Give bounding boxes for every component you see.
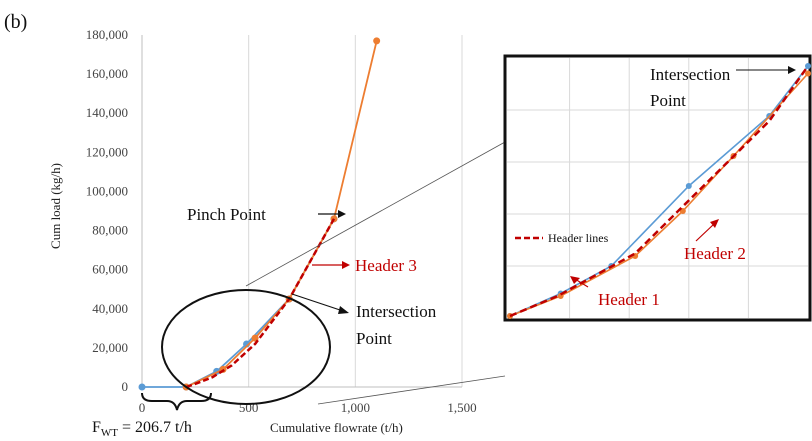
y-tick-label: 120,000: [86, 144, 128, 159]
inset-frame: [503, 54, 812, 322]
fwt-label-sub: WT: [101, 427, 118, 439]
y-tick-label: 20,000: [92, 340, 128, 355]
main-intersection-leader: [291, 293, 341, 311]
fwt-label-value: = 206.7 t/h: [118, 419, 192, 436]
orange-series-point: [373, 37, 381, 45]
fwt-label-main: F: [92, 419, 101, 436]
blue-series-point: [138, 383, 146, 391]
pinch-point-label: Pinch Point: [187, 205, 266, 224]
fwt-brace: [141, 392, 212, 411]
y-axis-title: Cum load (kg/h): [48, 163, 63, 249]
main-intersection-arrowhead: [338, 306, 349, 314]
y-tick-label: 180,000: [86, 27, 128, 42]
y-tick-label: 100,000: [86, 183, 128, 198]
x-tick-label: 0: [139, 400, 146, 415]
orange-series-line: [185, 40, 378, 388]
inset-header2-label: Header 2: [684, 244, 746, 263]
inset-header1-label: Header 1: [598, 290, 660, 309]
zoom-connector-bottom: [317, 375, 506, 405]
panel-label: (b): [4, 11, 27, 33]
inset-header-series-line: [509, 65, 810, 318]
main-gridlines: [248, 35, 463, 387]
x-tick-label: 1,000: [341, 400, 370, 415]
legend-label: Header lines: [548, 231, 609, 245]
main-tick-labels: 0 500 1,000 1,500 0 20,000 40,000 60,000 80,000 1…: [86, 27, 477, 415]
zoom-ellipse: [161, 289, 331, 405]
main-intersection-label-1: Intersection: [356, 302, 437, 321]
x-axis-title: Cumulative flowrate (t/h): [270, 420, 403, 435]
y-tick-label: 40,000: [92, 301, 128, 316]
zoom-connector-top: [245, 141, 506, 287]
pinch-arrowhead: [338, 210, 346, 218]
inset-intersection-label-1: Intersection: [650, 65, 731, 84]
inset-header1-arrowhead: [570, 276, 580, 284]
y-tick-label: 80,000: [92, 223, 128, 238]
header-series-line: [185, 218, 336, 389]
inset-blue-series-point: [685, 183, 692, 189]
x-tick-label: 500: [239, 400, 259, 415]
inset-intersection-arrowhead: [788, 66, 796, 74]
fwt-label: FWT = 206.7 t/h: [92, 419, 192, 439]
inset-orange-series-point: [805, 70, 811, 77]
y-tick-label: 160,000: [86, 66, 128, 81]
inset-intersection-label-2: Point: [650, 91, 686, 110]
header3-arrowhead: [342, 261, 350, 269]
header3-label: Header 3: [355, 256, 417, 275]
inset-header2-arrowhead: [710, 219, 719, 228]
blue-series-line: [142, 218, 335, 388]
inset-series: [507, 63, 811, 319]
main-axes: [141, 35, 462, 388]
x-tick-label: 1,500: [447, 400, 476, 415]
y-tick-label: 0: [122, 379, 129, 394]
inset-header2-arrow: [695, 223, 715, 242]
y-tick-label: 140,000: [86, 105, 128, 120]
main-intersection-label-2: Point: [356, 329, 392, 348]
inset-blue-series-point: [805, 63, 811, 69]
y-tick-label: 60,000: [92, 262, 128, 277]
